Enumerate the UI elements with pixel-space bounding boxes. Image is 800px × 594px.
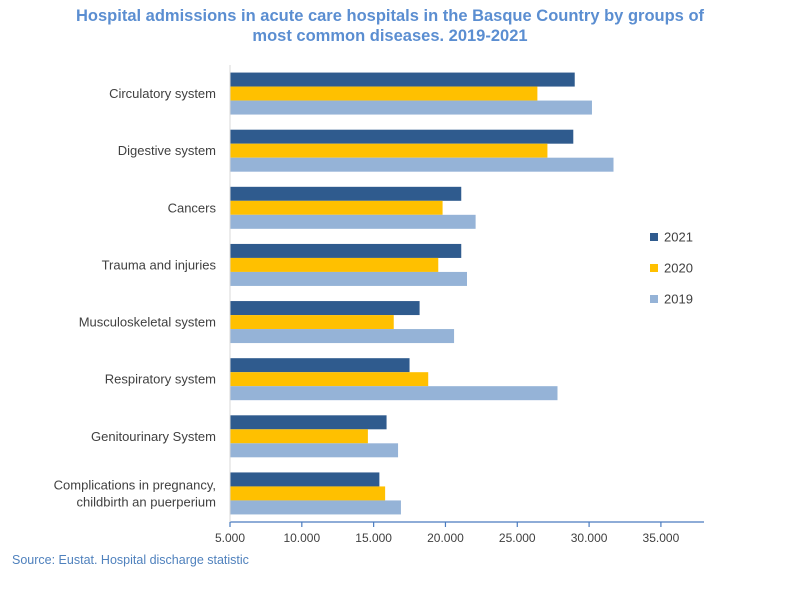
x-tick-label-0: 5.000 xyxy=(215,531,245,545)
bar-2021-2 xyxy=(230,186,462,201)
category-label-3: Trauma and injuries xyxy=(102,257,217,272)
x-tick-label-5: 30.000 xyxy=(571,531,608,545)
chart-title: Hospital admissions in acute care hospit… xyxy=(0,6,780,46)
legend-label-2021: 2021 xyxy=(664,230,693,245)
x-tick-label-2: 15.000 xyxy=(355,531,392,545)
bar-2019-0 xyxy=(230,100,592,115)
bar-2020-5 xyxy=(230,372,429,387)
x-tick-label-1: 10.000 xyxy=(283,531,320,545)
category-label-7-line-1: childbirth an puerperium xyxy=(77,494,216,509)
bar-2020-1 xyxy=(230,143,548,158)
legend-swatch-2021 xyxy=(650,233,658,241)
bar-2019-6 xyxy=(230,443,399,458)
legend: 2021 2020 2019 xyxy=(650,230,693,307)
bar-2021-3 xyxy=(230,243,462,258)
bar-2019-5 xyxy=(230,386,558,401)
bar-2021-5 xyxy=(230,358,410,373)
legend-swatch-2019 xyxy=(650,295,658,303)
chart-title-line-1: Hospital admissions in acute care hospit… xyxy=(75,7,705,25)
legend-label-2020: 2020 xyxy=(664,261,693,276)
legend-swatch-2020 xyxy=(650,264,658,272)
bar-2019-1 xyxy=(230,157,614,172)
category-label-7-line-0: Complications in pregnancy, xyxy=(54,477,216,492)
bar-2021-6 xyxy=(230,415,387,430)
bar-2021-1 xyxy=(230,129,574,144)
bar-2019-2 xyxy=(230,214,476,229)
category-label-5: Respiratory system xyxy=(105,372,216,387)
bar-2020-7 xyxy=(230,486,386,501)
axis-layer xyxy=(229,65,704,527)
bar-2021-0 xyxy=(230,72,575,87)
bar-2020-4 xyxy=(230,315,394,330)
category-label-4: Musculoskeletal system xyxy=(79,315,216,330)
bars-layer xyxy=(230,72,614,515)
source-note: Source: Eustat. Hospital discharge stati… xyxy=(12,553,249,567)
category-label-0: Circulatory system xyxy=(109,86,216,101)
bar-2020-3 xyxy=(230,257,439,272)
category-label-2: Cancers xyxy=(168,200,217,215)
x-tick-label-3: 20.000 xyxy=(427,531,464,545)
bar-2021-4 xyxy=(230,301,420,316)
labels-layer: Circulatory system Digestive system Cancer… xyxy=(54,86,680,545)
category-label-1: Digestive system xyxy=(118,143,216,158)
legend-label-2019: 2019 xyxy=(664,292,693,307)
bar-2020-6 xyxy=(230,429,368,444)
bar-2019-7 xyxy=(230,500,401,515)
bar-2020-0 xyxy=(230,86,538,101)
bar-2019-4 xyxy=(230,329,455,344)
bar-2019-3 xyxy=(230,271,467,286)
bar-2021-7 xyxy=(230,472,380,487)
x-tick-label-6: 35.000 xyxy=(643,531,680,545)
bar-2020-2 xyxy=(230,200,443,215)
category-label-6: Genitourinary System xyxy=(91,429,216,444)
chart-title-line-2: most common diseases. 2019-2021 xyxy=(252,27,528,45)
x-tick-label-4: 25.000 xyxy=(499,531,536,545)
